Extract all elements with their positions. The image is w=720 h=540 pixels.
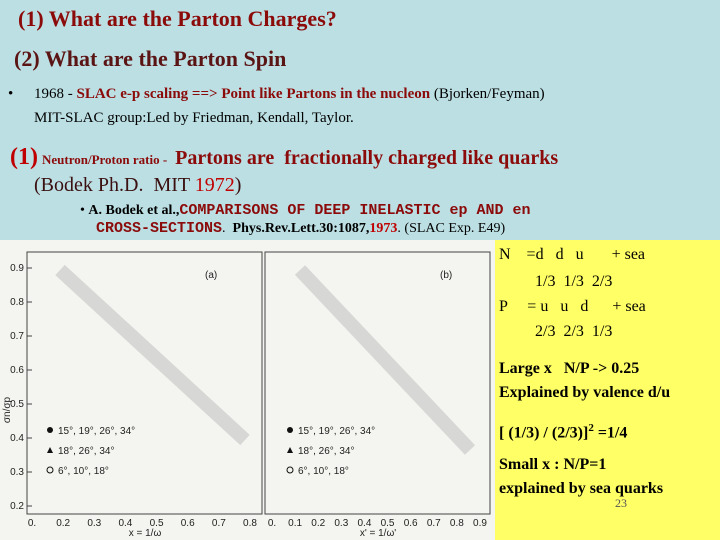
title-1: (1) What are the Parton Charges? xyxy=(18,6,337,31)
point-line: (Bodek Ph.D. MIT 1972) xyxy=(34,174,241,197)
bullet: • xyxy=(8,86,14,102)
text: 2 xyxy=(588,422,594,434)
text: Neutron/Proton ratio - xyxy=(41,152,168,167)
legend-symbol xyxy=(286,466,294,474)
text: P = u u d + sea xyxy=(499,298,646,315)
text: . xyxy=(222,221,226,236)
x-tick-label: 0.4 xyxy=(357,518,371,529)
text: ) xyxy=(234,174,242,196)
x-tick-label: 0.7 xyxy=(427,518,441,529)
panel-tag: (b) xyxy=(440,270,452,281)
x-tick-label: 0.2 xyxy=(311,518,325,529)
x-tick-label: 0.6 xyxy=(181,518,195,529)
text: SLAC e-p scaling ==> Point like Partons … xyxy=(76,86,431,102)
y-tick-label: 0.4 xyxy=(10,433,24,444)
x-tick-label: 0.8 xyxy=(243,518,257,529)
text: [ (1/3) / (2/3)] xyxy=(499,424,589,442)
y-tick-label: 0.7 xyxy=(10,331,24,342)
y-tick-label: 0.9 xyxy=(10,263,24,274)
text: COMPARISONS OF DEEP INELASTIC ep AND en xyxy=(179,202,531,219)
y-tick-label: 0.2 xyxy=(10,501,24,512)
text: Phys.Rev.Lett.30:1087, xyxy=(232,221,370,236)
side-panel: N =d d u + sea 1/3 1/3 2/3 P = u u d + s… xyxy=(495,240,720,540)
point-line: (1) Neutron/Proton ratio - Partons are f… xyxy=(10,144,558,171)
reference: CROSS-SECTIONS. Phys.Rev.Lett.30:1087,19… xyxy=(96,220,505,237)
x-tick-label: 0.5 xyxy=(381,518,395,529)
x-tick-label: 0.3 xyxy=(87,518,101,529)
text: (Bjorken/Feyman) xyxy=(430,86,545,102)
text: Small x : N/P=1 xyxy=(499,456,607,473)
legend-label: 18°, 26°, 34° xyxy=(58,446,114,457)
legend-symbol xyxy=(47,427,53,433)
text: 2/3 2/3 1/3 xyxy=(535,323,613,340)
text: Explained by valence d/u xyxy=(499,384,671,401)
trend-band xyxy=(55,264,250,446)
x-tick-label: 0.7 xyxy=(212,518,226,529)
text: (1) xyxy=(10,144,38,170)
panel-frame xyxy=(264,251,491,515)
x-tick-label: 0.8 xyxy=(450,518,464,529)
x-tick-label: 0.5 xyxy=(150,518,164,529)
legend-label: 15°, 19°, 26°, 34° xyxy=(298,426,375,437)
reference: • A. Bodek et al.,COMPARISONS OF DEEP IN… xyxy=(80,202,531,219)
text: 1972 xyxy=(194,174,235,196)
y-tick-label: 0.3 xyxy=(10,467,24,478)
x-label: x' = 1/ω' xyxy=(360,528,396,539)
bullet-line: 1968 - SLAC e-p scaling ==> Point like P… xyxy=(34,86,545,103)
page-number: 23 xyxy=(615,496,627,510)
text: CROSS-SECTIONS xyxy=(96,220,223,237)
x-tick-label: 0.4 xyxy=(118,518,132,529)
y-tick-label: 0.8 xyxy=(10,297,24,308)
figure: σn/σp 0.9 0.8 0.7 0.6 0.5 0.4 0.3 0.2 (a) (b) 0… xyxy=(0,240,495,540)
text: [ (1/3) / (2/3)]2 =1/4 xyxy=(499,422,627,442)
text: N =d d u + sea xyxy=(499,246,646,263)
x-tick-label: 0.1 xyxy=(288,518,302,529)
text: A. Bodek et al., xyxy=(88,203,180,218)
legend-label: 6°, 10°, 18° xyxy=(58,466,109,477)
legend-symbol xyxy=(46,466,54,474)
x-label: x = 1/ω xyxy=(129,528,162,539)
y-tick-label: 0.6 xyxy=(10,365,24,376)
text: 1968 - xyxy=(34,86,77,102)
title-2: (2) What are the Parton Spin xyxy=(14,46,287,71)
text: (Bodek Ph.D. MIT xyxy=(34,174,195,196)
x-tick-label: 0.2 xyxy=(56,518,70,529)
legend-symbol xyxy=(287,447,293,453)
bullet-line: MIT-SLAC group:Led by Friedman, Kendall,… xyxy=(34,110,354,126)
panel-frame xyxy=(26,251,263,515)
text: explained by sea quarks xyxy=(499,480,664,497)
legend-label: 18°, 26°, 34° xyxy=(298,446,354,457)
panel-tag: (a) xyxy=(205,270,217,281)
x-tick-label: 0.3 xyxy=(334,518,348,529)
legend-label: 6°, 10°, 18° xyxy=(298,466,349,477)
legend-symbol xyxy=(47,447,53,453)
trend-band xyxy=(294,265,476,455)
x-tick-label: 0.9 xyxy=(473,518,487,529)
legend-label: 15°, 19°, 26°, 34° xyxy=(58,426,135,437)
text: 1973 xyxy=(369,221,398,236)
text: Large x N/P -> 0.25 xyxy=(499,360,640,377)
x-tick-label: 0.6 xyxy=(404,518,418,529)
text: 1/3 1/3 2/3 xyxy=(535,273,613,290)
x-tick-label: 0. xyxy=(268,518,276,529)
text: . (SLAC Exp. E49) xyxy=(397,221,506,236)
text: Partons are fractionally charged like qu… xyxy=(175,147,559,169)
legend-symbol xyxy=(287,427,293,433)
x-tick-label: 0. xyxy=(28,518,36,529)
y-label: σn/σp xyxy=(2,396,13,423)
text: =1/4 xyxy=(593,424,628,442)
y-tick-label: 0.5 xyxy=(10,399,24,410)
